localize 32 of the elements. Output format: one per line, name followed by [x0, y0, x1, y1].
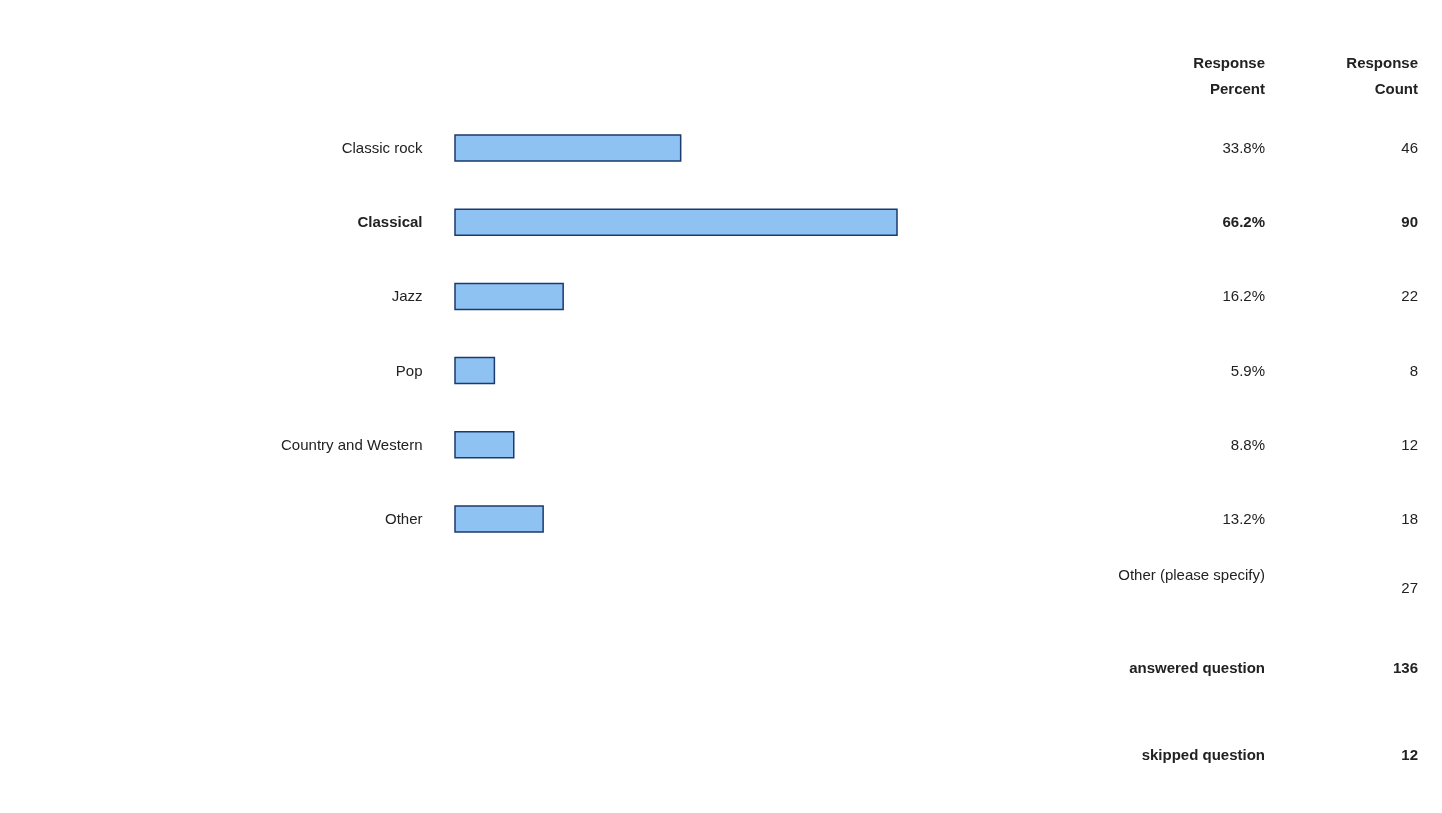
text: 18	[1401, 509, 1418, 527]
text: 12	[1401, 746, 1418, 763]
bar	[454, 356, 496, 385]
y-tick-label: Pop	[395, 361, 423, 379]
data-label: 8.8%	[1230, 435, 1265, 453]
y-tick-label: Jazz	[391, 287, 423, 305]
text: 27	[1401, 579, 1418, 596]
text: 90	[1401, 213, 1418, 231]
data-label: 16.2%	[1222, 287, 1265, 305]
y-tick-label: Classical	[357, 213, 423, 231]
bar	[454, 431, 515, 459]
text: Response Count	[1346, 54, 1418, 97]
y-tick-label: Country and Western	[281, 435, 423, 453]
text: 46	[1401, 139, 1418, 157]
text: 8	[1409, 361, 1418, 379]
bar	[454, 208, 898, 236]
text: 136	[1392, 659, 1418, 676]
text: Other (please specify)	[1118, 566, 1265, 583]
data-label: 66.2%	[1222, 213, 1265, 231]
y-tick-label: Classic rock	[341, 139, 423, 157]
data-label: 5.9%	[1230, 361, 1265, 379]
bar	[454, 134, 682, 162]
y-tick-label: Other	[384, 509, 423, 527]
text: 12	[1401, 435, 1418, 453]
bar	[454, 282, 564, 311]
text: Response Percent	[1193, 54, 1265, 97]
data-label: 13.2%	[1222, 509, 1265, 527]
text: 22	[1401, 287, 1418, 305]
data-label: 33.8%	[1222, 139, 1265, 157]
text: answered question	[1129, 659, 1265, 676]
bar	[454, 505, 544, 533]
text: skipped question	[1141, 746, 1265, 763]
